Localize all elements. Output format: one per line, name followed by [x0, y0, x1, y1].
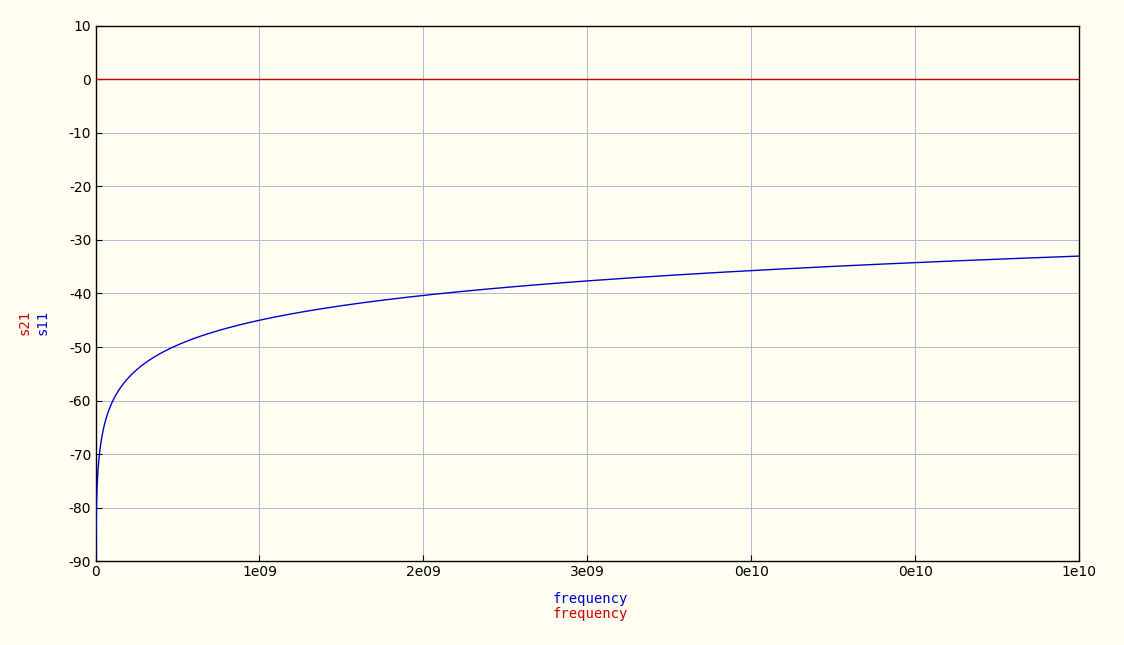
Text: s11: s11 — [36, 310, 49, 335]
Text: frequency: frequency — [552, 607, 628, 621]
Text: frequency: frequency — [552, 591, 628, 606]
Text: s21: s21 — [18, 310, 31, 335]
